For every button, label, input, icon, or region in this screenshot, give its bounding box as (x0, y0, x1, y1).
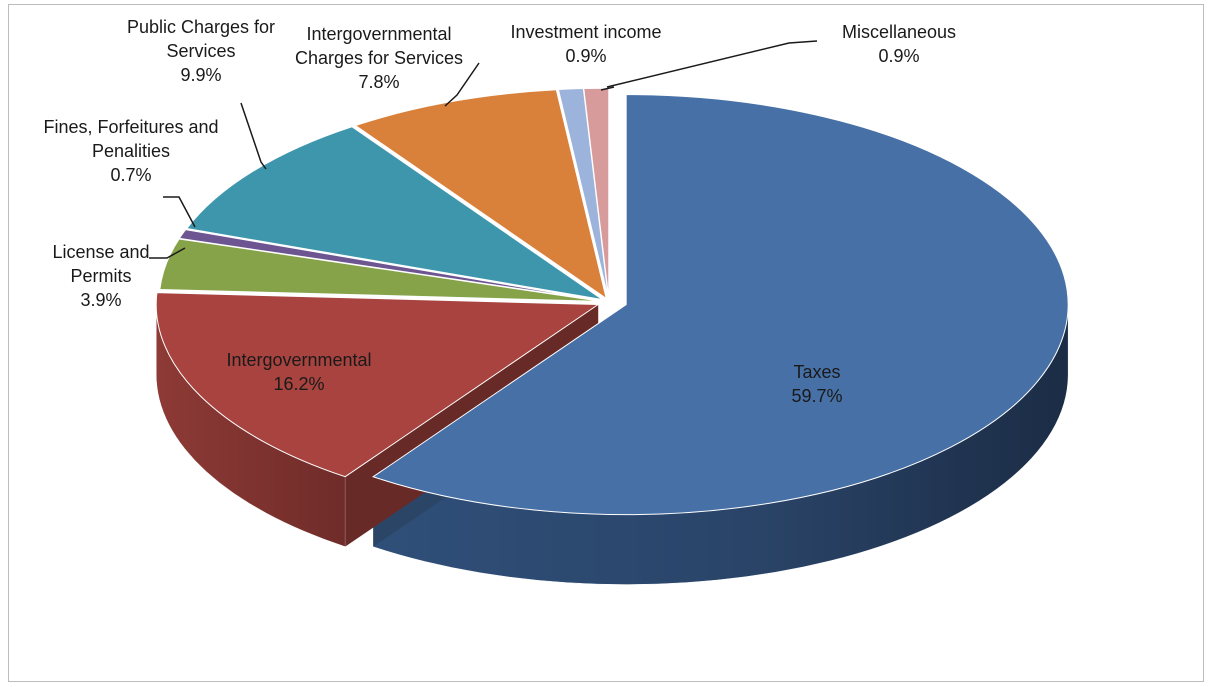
slice-4 (185, 126, 603, 301)
label-intergovernmental: Intergovernmental 16.2% (226, 350, 372, 394)
label-miscellaneous: Miscellaneous 0.9% (841, 22, 957, 66)
slice-2 (159, 238, 602, 302)
leader-line-0 (149, 247, 186, 259)
leader-line-2 (240, 102, 267, 170)
chart-frame: Taxes 59.7% Intergovernmental 16.2% Lice… (8, 4, 1204, 682)
leader-line-5 (606, 40, 818, 88)
leader-lines (149, 40, 818, 259)
leader-line-3 (444, 62, 480, 107)
label-taxes: Taxes 59.7% (791, 362, 843, 406)
leader-line-1 (163, 196, 196, 228)
leader-line-4 (600, 86, 615, 91)
label-intergovernmental-charges: Intergovernmental Charges for Services 7… (294, 24, 464, 92)
label-license-and-permits: License and Permits 3.9% (52, 242, 150, 310)
label-investment-income: Investment income 0.9% (510, 22, 662, 66)
label-fines-forfeitures: Fines, Forfeitures and Penalities 0.7% (43, 117, 219, 185)
pie-chart (149, 40, 1069, 585)
slice-1 (155, 292, 600, 478)
slice-3 (178, 229, 602, 302)
pie-tops (155, 87, 1069, 516)
label-public-charges: Public Charges for Services 9.9% (126, 17, 276, 85)
slice-0 (372, 94, 1069, 516)
slice-5 (354, 89, 607, 300)
